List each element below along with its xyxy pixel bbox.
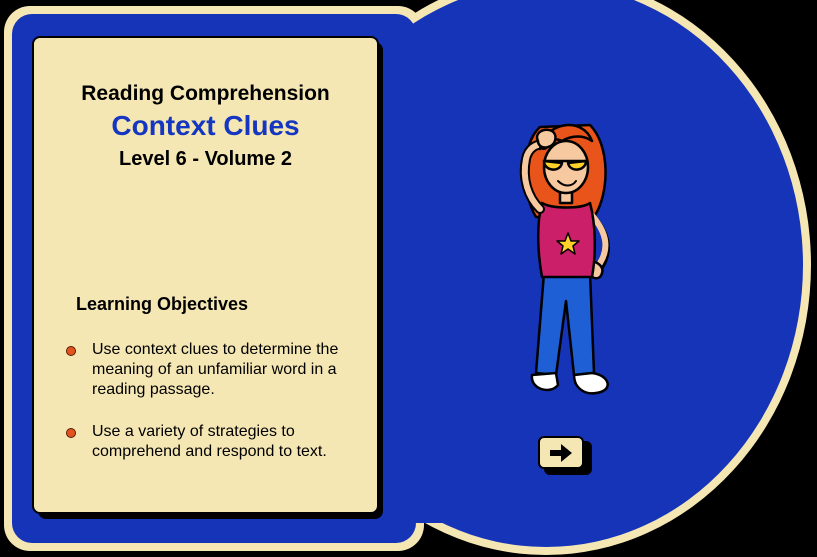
objectives-list: Use context clues to determine the meani… — [66, 340, 356, 484]
objectives-heading: Learning Objectives — [76, 294, 249, 314]
panel-bridge — [396, 34, 456, 523]
lesson-title: Context Clues — [111, 110, 300, 141]
right-arrow-icon — [550, 443, 572, 462]
list-item: Use a variety of strategies to comprehen… — [66, 422, 356, 462]
list-item: Use context clues to determine the meani… — [66, 340, 356, 400]
girl-character-illustration — [519, 123, 610, 395]
next-button[interactable] — [538, 436, 584, 469]
bullet-icon — [66, 428, 76, 438]
objective-text: Use a variety of strategies to comprehen… — [92, 423, 327, 460]
bullet-icon — [66, 346, 76, 356]
level-volume: Level 6 - Volume 2 — [118, 148, 293, 170]
info-card: Reading Comprehension Context Clues Leve… — [32, 36, 379, 514]
subject-title: Reading Comprehension — [81, 82, 330, 105]
objective-text: Use context clues to determine the meani… — [92, 341, 339, 398]
